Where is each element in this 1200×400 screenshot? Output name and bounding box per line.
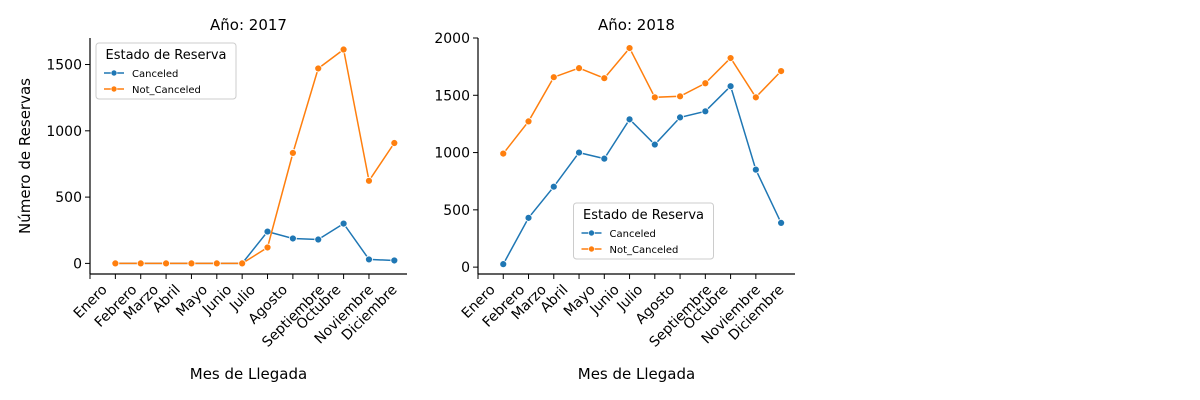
data-point <box>288 149 297 157</box>
data-point <box>524 213 533 222</box>
data-point <box>751 93 760 102</box>
data-point <box>650 140 659 149</box>
data-point <box>162 259 170 268</box>
data-point <box>238 259 247 268</box>
data-point <box>751 165 760 174</box>
y-tick-label: 1500 <box>434 88 470 104</box>
y-tick-label: 0 <box>461 260 470 276</box>
y-tick-label: 500 <box>443 203 470 219</box>
y-tick-label: 500 <box>55 190 82 206</box>
plot: Año: 2017050010001500EneroFebreroMarzoAb… <box>16 16 407 383</box>
legend-box <box>573 202 714 260</box>
chart-title: Año: 2017 <box>210 16 287 34</box>
x-axis-label: Mes de Llegada <box>190 365 307 383</box>
data-point <box>314 64 323 73</box>
data-point <box>314 235 323 244</box>
legend-title: Estado de Reserva <box>106 48 227 63</box>
data-point <box>676 113 684 122</box>
data-point <box>111 259 120 268</box>
y-tick-label: 0 <box>73 256 82 272</box>
legend-label: Canceled <box>610 229 656 240</box>
data-point <box>136 259 145 268</box>
legend-label: Not_Canceled <box>132 85 201 96</box>
chart-title: Año: 2018 <box>598 16 675 34</box>
data-point <box>187 259 196 268</box>
legend-label: Not_Canceled <box>610 245 679 256</box>
data-point <box>339 45 348 54</box>
data-point <box>777 219 786 227</box>
data-point <box>575 148 583 157</box>
data-point <box>701 79 710 88</box>
legend-label: Canceled <box>132 69 178 80</box>
data-point <box>263 243 272 252</box>
data-point <box>339 219 348 228</box>
legend-marker <box>588 245 595 253</box>
data-point <box>524 117 533 126</box>
y-tick-label: 2000 <box>434 31 470 47</box>
y-axis-label: Número de Reservas <box>16 78 34 234</box>
data-point <box>726 82 735 91</box>
data-point <box>650 93 659 102</box>
data-point <box>600 74 609 83</box>
data-point <box>549 73 558 82</box>
data-point <box>365 176 373 185</box>
data-point <box>600 154 609 163</box>
series-line <box>502 46 782 155</box>
legend-box <box>95 42 237 100</box>
legend: Estado de Reserva Canceled Not_Canceled <box>573 202 714 260</box>
legend-marker <box>110 85 118 93</box>
data-point <box>365 255 373 264</box>
y-tick-label: 1000 <box>46 124 82 140</box>
x-axis-label: Mes de Llegada <box>578 365 695 383</box>
data-point <box>625 115 634 124</box>
y-tick-label: 1500 <box>46 58 82 74</box>
legend-marker <box>588 229 595 237</box>
plot: Año: 20180500100015002000EneroFebreroMar… <box>434 16 795 383</box>
data-point <box>777 67 786 76</box>
data-point <box>390 139 399 147</box>
data-point <box>549 182 558 191</box>
series-line <box>502 84 782 265</box>
legend-title: Estado de Reserva <box>583 208 704 223</box>
data-point <box>499 260 508 269</box>
data-point <box>390 256 399 265</box>
data-point <box>726 54 735 62</box>
y-tick-label: 1000 <box>434 146 470 162</box>
data-point <box>625 44 634 52</box>
data-point <box>263 227 272 236</box>
data-point <box>676 92 684 101</box>
data-point <box>212 259 221 268</box>
data-point <box>575 64 583 73</box>
data-point <box>288 234 297 243</box>
series-line <box>115 48 395 265</box>
series-line <box>115 222 395 265</box>
legend-marker <box>110 69 118 77</box>
data-point <box>499 149 508 158</box>
data-point <box>701 107 710 116</box>
legend: Estado de Reserva Canceled Not_Canceled <box>95 42 237 100</box>
